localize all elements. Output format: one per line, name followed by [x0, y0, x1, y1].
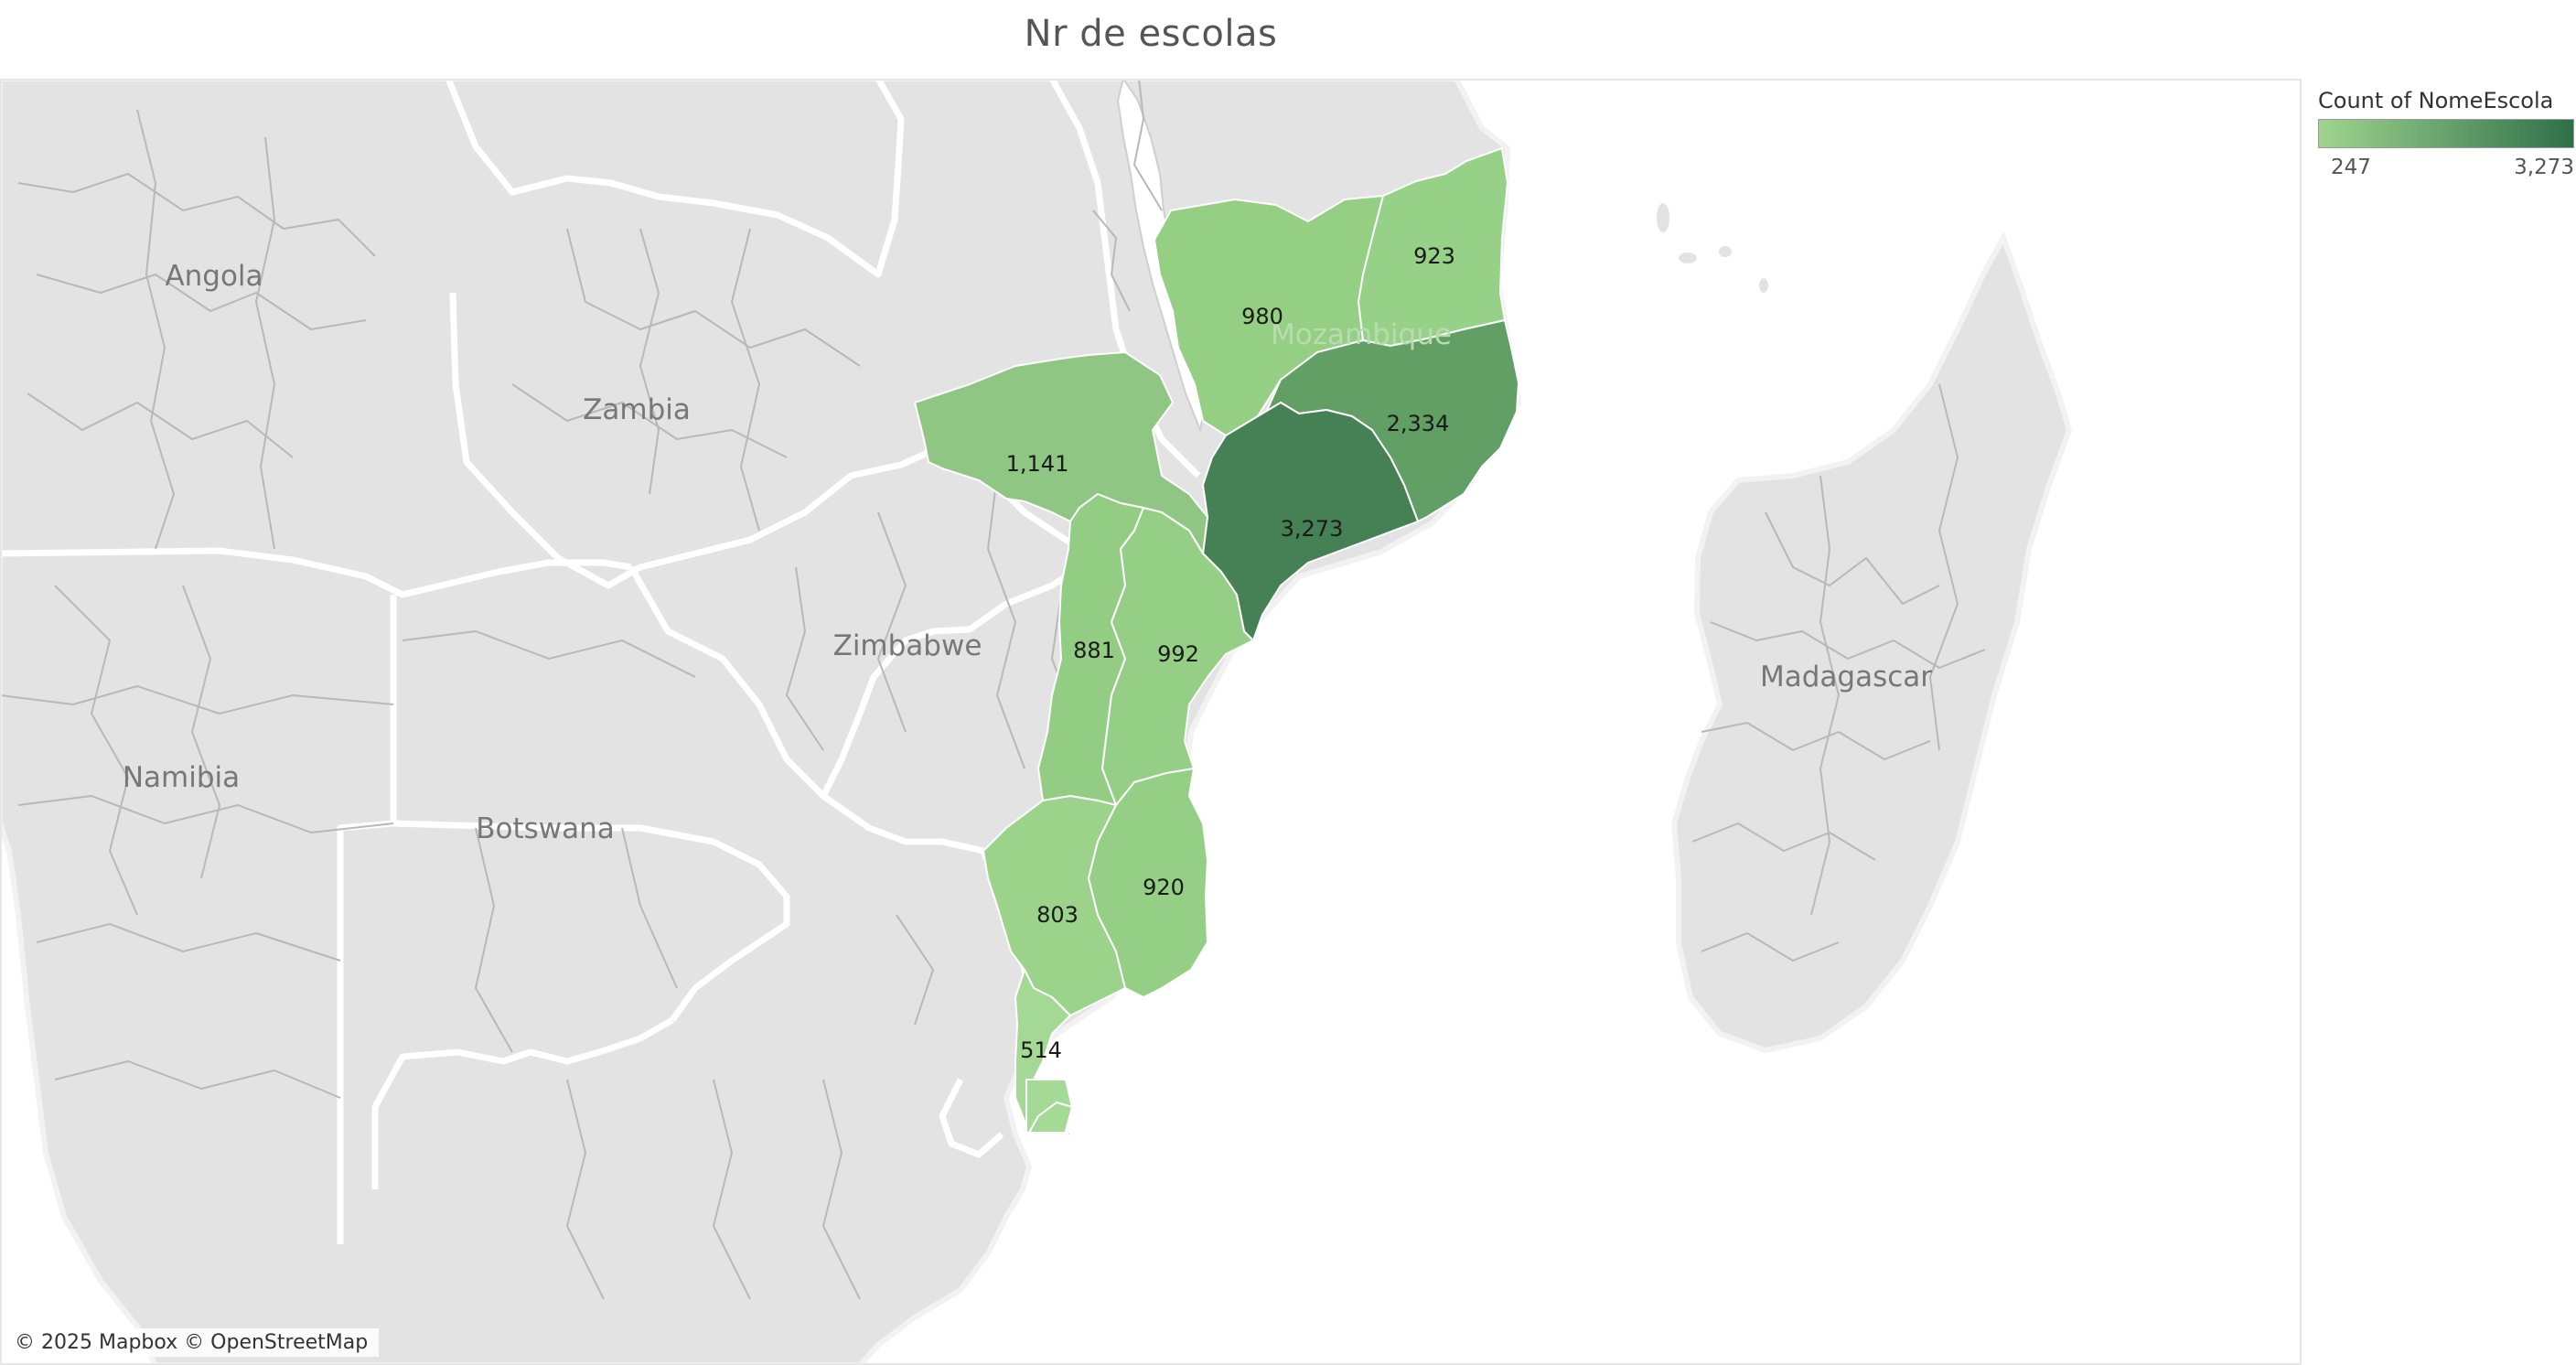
legend-color-ramp: [2318, 119, 2574, 148]
region-value-manica: 881: [1073, 638, 1115, 663]
map-frame: [0, 79, 2302, 1365]
land-madagascar: [1670, 231, 2073, 1054]
map-title: Nr de escolas: [1024, 13, 1278, 55]
country-label-zimbabwe: Zimbabwe: [833, 629, 982, 662]
country-label-botswana: Botswana: [476, 812, 615, 845]
region-inhambane[interactable]: [1088, 768, 1208, 998]
legend-max-label: 3,273: [2514, 156, 2574, 179]
region-value-tete: 1,141: [1006, 451, 1069, 477]
country-label-madagascar: Madagascar: [1760, 661, 1932, 693]
map-canvas[interactable]: Angola Zambia Zimbabwe Namibia Botswana …: [0, 79, 2302, 1365]
map-attribution[interactable]: © 2025 Mapbox © OpenStreetMap: [4, 1328, 380, 1357]
region-value-sofala: 992: [1157, 641, 1199, 667]
legend-title: Count of NomeEscola: [2318, 88, 2554, 113]
legend-labels: 247 3,273: [2318, 156, 2574, 185]
island: [1719, 246, 1732, 257]
mozambique-provinces: [914, 147, 1519, 1140]
region-value-inhambane: 920: [1143, 875, 1185, 900]
legend-min-label: 247: [2331, 156, 2371, 179]
region-value-cabo-delgado: 923: [1413, 243, 1455, 269]
region-zambezia[interactable]: [1202, 402, 1419, 641]
map-panel[interactable]: Angola Zambia Zimbabwe Namibia Botswana …: [0, 79, 2302, 1365]
country-label-mozambique: Mozambique: [1271, 318, 1452, 351]
color-legend: Count of NomeEscola 247 3,273: [2318, 88, 2574, 185]
region-value-maputo: 514: [1020, 1037, 1062, 1063]
country-label-namibia: Namibia: [123, 761, 240, 794]
country-label-zambia: Zambia: [583, 393, 691, 426]
region-value-niassa: 980: [1241, 304, 1283, 329]
region-value-zambezia: 3,273: [1281, 516, 1344, 542]
island: [1679, 253, 1697, 263]
region-maputo-city[interactable]: [1025, 1079, 1073, 1140]
island: [1657, 203, 1669, 232]
country-label-angola: Angola: [165, 260, 263, 293]
admin-borders: [0, 79, 1986, 1300]
region-value-gaza: 803: [1036, 902, 1079, 928]
island: [1759, 278, 1768, 293]
region-value-nampula: 2,334: [1387, 411, 1450, 436]
